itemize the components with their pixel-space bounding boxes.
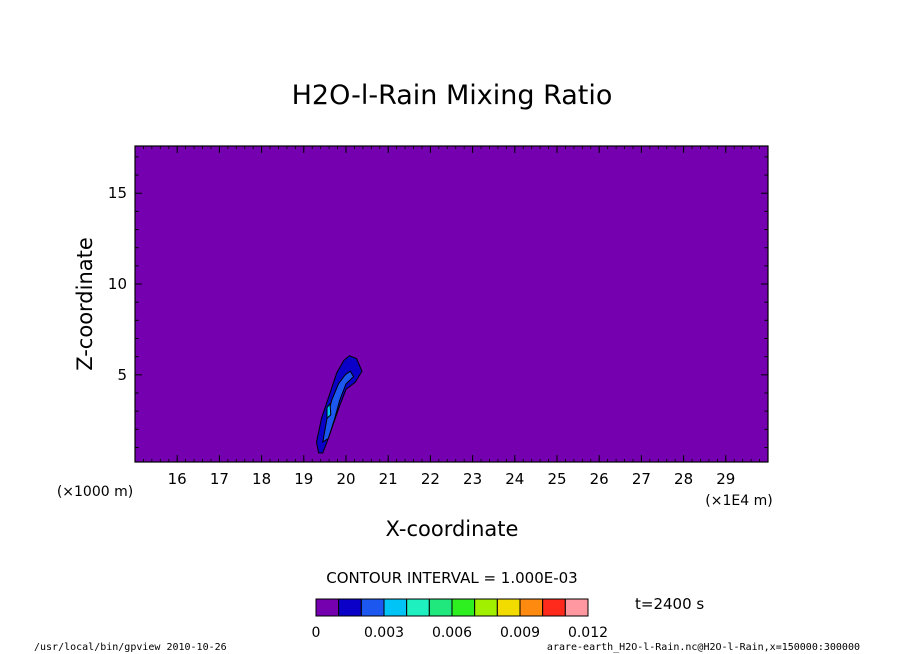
colorbar-swatch [519, 598, 544, 617]
colorbar-swatch [451, 598, 476, 617]
colorbar-swatch [383, 598, 408, 617]
plot-area [135, 146, 768, 462]
colorbar-tick-label: 0 [312, 625, 321, 641]
plot-frame [134, 145, 769, 463]
colorbar-swatch [360, 598, 385, 617]
colorbar-swatch [315, 598, 340, 617]
x-tick-label: 28 [674, 470, 693, 488]
colorbar-swatch [542, 598, 566, 617]
colorbar-labels: 0 0.003 0.006 0.009 0.012 [312, 625, 609, 641]
x-tick-label: 26 [590, 470, 609, 488]
y-tick-label: 5 [117, 366, 127, 384]
colorbar-tick-label: 0.006 [432, 625, 472, 641]
x-tick-label: 29 [716, 470, 735, 488]
colorbar-tick-label: 0.003 [364, 625, 404, 641]
x-tick-label: 23 [463, 470, 482, 488]
axis-ticks [134, 146, 769, 462]
chart-title: H2O-l-Rain Mixing Ratio [292, 80, 613, 111]
contour-layer [315, 355, 363, 454]
colorbar-tick-label: 0.009 [500, 625, 540, 641]
colorbar-swatch [496, 598, 521, 617]
x-tick-label: 22 [421, 470, 440, 488]
colorbar-tick-label: 0.012 [568, 625, 608, 641]
y-tick-labels: 5 10 15 [108, 184, 127, 384]
x-tick-label: 25 [547, 470, 566, 488]
colorbar-swatch [428, 598, 453, 617]
time-label: t=2400 s [635, 595, 704, 613]
x-tick-label: 19 [294, 470, 313, 488]
contour-interval-label: CONTOUR INTERVAL = 1.000E-03 [326, 569, 577, 587]
x-tick-label: 20 [336, 470, 355, 488]
x-tick-label: 24 [505, 470, 524, 488]
colorbar [315, 598, 589, 617]
x-tick-label: 21 [379, 470, 398, 488]
x-tick-label: 17 [210, 470, 229, 488]
colorbar-swatch [338, 598, 362, 617]
x-axis-label: X-coordinate [386, 517, 519, 541]
x-unit-label: (×1E4 m) [705, 493, 772, 509]
x-tick-label: 16 [168, 470, 187, 488]
y-tick-label: 10 [108, 275, 127, 293]
x-tick-label: 27 [632, 470, 651, 488]
y-axis-label: Z-coordinate [73, 237, 97, 371]
y-tick-label: 15 [108, 184, 127, 202]
x-tick-label: 18 [252, 470, 271, 488]
x-tick-labels: 16 17 18 19 20 21 22 23 24 25 26 27 28 29 [168, 470, 736, 488]
contour-region-2 [322, 370, 355, 444]
y-unit-label: (×1000 m) [57, 484, 133, 500]
footer-left: /usr/local/bin/gpview 2010-10-26 [34, 642, 227, 653]
contour-region-3 [326, 402, 332, 420]
colorbar-swatch [564, 598, 589, 617]
colorbar-swatch [406, 598, 430, 617]
colorbar-swatch [474, 598, 498, 617]
footer-right: arare-earth_H2O-l-Rain.nc@H2O-l-Rain,x=1… [547, 642, 860, 653]
